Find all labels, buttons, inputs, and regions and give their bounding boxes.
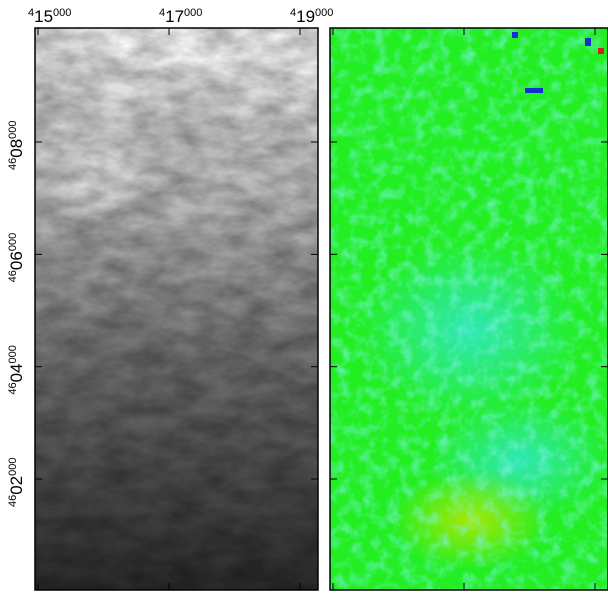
label-main: 08 <box>7 139 26 158</box>
label-main: 04 <box>7 364 26 383</box>
y-tick-label: 4608000 <box>7 120 26 170</box>
high-value-spot <box>598 48 604 54</box>
label-suffix: 000 <box>315 7 333 19</box>
low-value-spot <box>512 32 518 38</box>
label-suffix: 000 <box>7 120 19 138</box>
label-suffix: 000 <box>53 7 71 19</box>
derivative-texture <box>330 28 608 590</box>
label-suffix: 000 <box>184 7 202 19</box>
label-main: 02 <box>7 476 26 495</box>
y-tick-label: 4604000 <box>7 345 26 395</box>
label-suffix: 000 <box>7 345 19 363</box>
label-prefix: 46 <box>7 270 19 282</box>
label-main: 15 <box>34 7 53 26</box>
map-figure: 4150004170004190004608000460600046040004… <box>0 0 608 594</box>
label-main: 17 <box>165 7 184 26</box>
terrain-texture <box>35 28 318 590</box>
y-tick-label: 4602000 <box>7 457 26 507</box>
derivative-panel <box>330 28 608 590</box>
label-prefix: 46 <box>7 382 19 394</box>
label-prefix: 46 <box>7 158 19 170</box>
low-value-spot <box>585 38 591 46</box>
x-tick-label: 419000 <box>290 7 333 26</box>
label-main: 06 <box>7 251 26 270</box>
label-suffix: 000 <box>7 233 19 251</box>
dem-panel <box>25 0 330 590</box>
label-suffix: 000 <box>7 457 19 475</box>
label-prefix: 46 <box>7 495 19 507</box>
low-value-spot <box>525 88 543 93</box>
label-main: 19 <box>296 7 315 26</box>
y-tick-label: 4606000 <box>7 233 26 283</box>
